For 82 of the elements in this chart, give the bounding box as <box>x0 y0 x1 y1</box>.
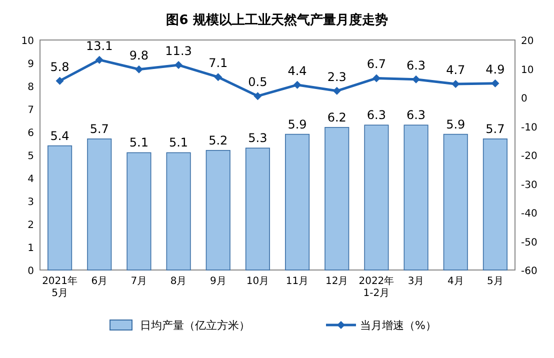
bar <box>482 138 508 270</box>
y2-tick-label: -40 <box>521 208 538 220</box>
data-label: 4.4 <box>288 64 307 78</box>
x-tick-label: 5月 <box>487 276 504 287</box>
data-label: 7.1 <box>208 56 228 70</box>
point <box>254 92 262 100</box>
y2-tick-label: -60 <box>521 266 538 277</box>
y2-tick-label: -10 <box>521 122 538 134</box>
data-label: 2.3 <box>327 70 346 84</box>
y-tick-label: 4 <box>28 174 34 185</box>
data-label: 5.1 <box>168 136 188 150</box>
y2-tick-label: 0 <box>521 94 528 104</box>
data-label: 5.3 <box>248 131 268 146</box>
bar <box>443 134 468 270</box>
x-tick-label: 2021年 5月 <box>42 275 78 299</box>
bar <box>245 148 270 270</box>
data-label: 4.9 <box>486 62 505 76</box>
x-tick-label: 11月 <box>286 276 309 287</box>
point <box>134 65 143 74</box>
data-label: 5.7 <box>90 122 109 136</box>
y-tick-label: 6 <box>28 128 34 139</box>
data-label: 9.8 <box>129 48 149 62</box>
data-label: 4.7 <box>446 62 466 77</box>
data-label: 6.2 <box>327 110 346 124</box>
data-label: 5.4 <box>50 128 70 143</box>
x-tick-label: 8月 <box>170 276 187 287</box>
y-tick-label: 3 <box>28 197 34 208</box>
data-label: 5.1 <box>129 136 149 150</box>
x-tick-label: 7月 <box>130 276 148 287</box>
x-tick-label: 3月 <box>408 276 424 287</box>
bar <box>87 138 112 270</box>
bar <box>285 134 310 270</box>
data-label: 0.5 <box>248 75 268 90</box>
y-tick-label: 1 <box>28 243 34 254</box>
bar <box>364 124 389 270</box>
x-tick-label: 4月 <box>447 276 464 287</box>
x-tick-label: 6月 <box>91 276 108 287</box>
point <box>372 74 380 82</box>
bar <box>166 152 191 270</box>
y2-tick-label: -50 <box>521 237 538 248</box>
point <box>412 75 420 84</box>
data-label: 13.1 <box>86 38 113 53</box>
y2-tick-label: 10 <box>521 64 534 76</box>
point <box>214 73 222 82</box>
point <box>293 80 302 89</box>
point <box>491 79 500 88</box>
chart-title: 图6 规模以上工业天然气产量月度走势 <box>166 12 388 28</box>
data-label: 5.8 <box>50 60 70 74</box>
y2-tick-label: 20 <box>521 36 534 47</box>
point <box>95 56 104 64</box>
y-tick-label: 5 <box>28 151 34 162</box>
data-label: 11.3 <box>165 44 192 58</box>
data-label: 6.3 <box>366 108 386 122</box>
y-tick-label: 9 <box>28 59 34 70</box>
legend-label: 日均产量（亿立方米） <box>140 319 250 332</box>
data-label: 5.2 <box>208 133 228 148</box>
bar <box>48 145 72 270</box>
bar <box>126 152 152 270</box>
bar <box>206 150 230 270</box>
y-tick-label: 10 <box>21 36 34 47</box>
data-label: 5.9 <box>446 117 466 132</box>
data-label: 6.3 <box>406 108 426 122</box>
point <box>332 86 341 95</box>
y2-tick-label: -30 <box>521 180 538 191</box>
point <box>174 61 183 70</box>
y-tick-label: 2 <box>28 220 34 231</box>
legend-label: 当月增速（%） <box>360 319 436 332</box>
bar <box>404 124 428 270</box>
point <box>56 76 64 85</box>
data-label: 5.7 <box>486 122 505 136</box>
y-tick-label: 8 <box>28 82 34 93</box>
data-label: 5.9 <box>288 117 307 132</box>
y-tick-label: 0 <box>28 266 34 277</box>
data-label: 6.3 <box>406 58 426 72</box>
x-tick-label: 10月 <box>246 276 270 287</box>
y2-tick-label: -20 <box>521 151 538 162</box>
bar <box>324 127 350 270</box>
data-label: 6.7 <box>366 57 386 72</box>
x-tick-label: 9月 <box>210 276 226 287</box>
x-tick-label: 12月 <box>326 276 348 287</box>
x-tick-label: 2022年 1-2月 <box>358 275 394 299</box>
y-tick-label: 7 <box>28 105 34 116</box>
